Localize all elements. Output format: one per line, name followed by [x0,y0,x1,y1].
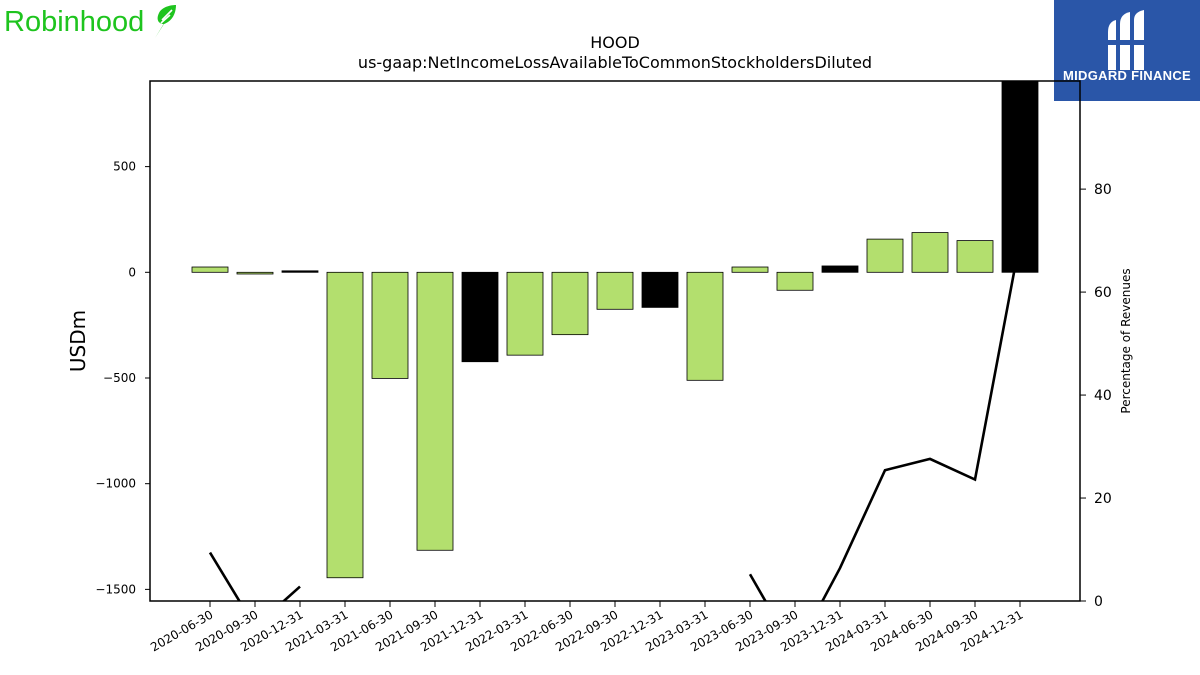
robinhood-wordmark: Robinhood [4,5,145,38]
bar-2020-09-30 [236,271,274,275]
bar-2023-09-30 [776,271,814,291]
bar-2023-06-30 [731,266,769,273]
y2-tick-label: 20 [1094,491,1112,507]
y-axis-label: USDm [66,310,90,372]
y-tick-label: −1500 [95,582,136,596]
percentage-line-segment-1 [748,240,1022,601]
bar-2022-09-30 [596,271,634,310]
bar-2024-09-30 [956,240,994,273]
bar-2020-12-31 [281,270,319,273]
bar-2024-03-31 [866,238,904,273]
bar-2021-03-31 [326,271,364,579]
y2-tick-label: 60 [1094,285,1112,301]
y2-tick-label: 40 [1094,388,1112,404]
bar-2023-03-31 [686,271,724,381]
bar-2022-03-31 [506,271,544,356]
bars-layer [191,81,1039,579]
bar-2021-09-30 [416,271,454,551]
x-axis: 2020-06-302020-09-302020-12-312021-03-31… [148,601,1026,654]
bar-2022-12-31 [641,271,679,308]
robinhood-brand: Robinhood [4,2,178,42]
bar-2023-12-31 [821,265,859,273]
bar-2020-06-30 [191,266,229,273]
y2-tick-label: 80 [1094,182,1112,198]
y-axis-left: −1500 −1000 −500 0 500 [95,160,150,596]
chart-subtitle: us-gaap:NetIncomeLossAvailableToCommonSt… [358,53,872,72]
bar-2024-06-30 [911,232,949,273]
y-tick-label: −500 [103,371,136,385]
bar-2022-06-30 [551,271,589,336]
percentage-line-segment-0 [208,551,301,601]
plot-frame [149,80,1081,602]
y-tick-label: 0 [128,265,136,279]
midgard-logo-icon [1108,10,1144,70]
feather-icon [155,5,177,38]
y-tick-label: −1000 [95,477,136,491]
bar-2024-12-31 [1001,81,1039,273]
chart-title: HOOD [590,33,640,52]
bar-2021-12-31 [461,271,499,363]
y2-tick-label: 0 [1094,594,1103,610]
line-layer [208,240,1022,601]
y-tick-label: 500 [113,160,136,174]
y-axis-right: 0 20 40 60 80 [1080,182,1112,610]
midgard-finance-brand: MIDGARD FINANCE [1054,0,1200,101]
y2-axis-label: Percentage of Revenues [1119,268,1133,413]
bar-2021-06-30 [371,271,409,379]
midgard-finance-label: MIDGARD FINANCE [1063,68,1191,83]
